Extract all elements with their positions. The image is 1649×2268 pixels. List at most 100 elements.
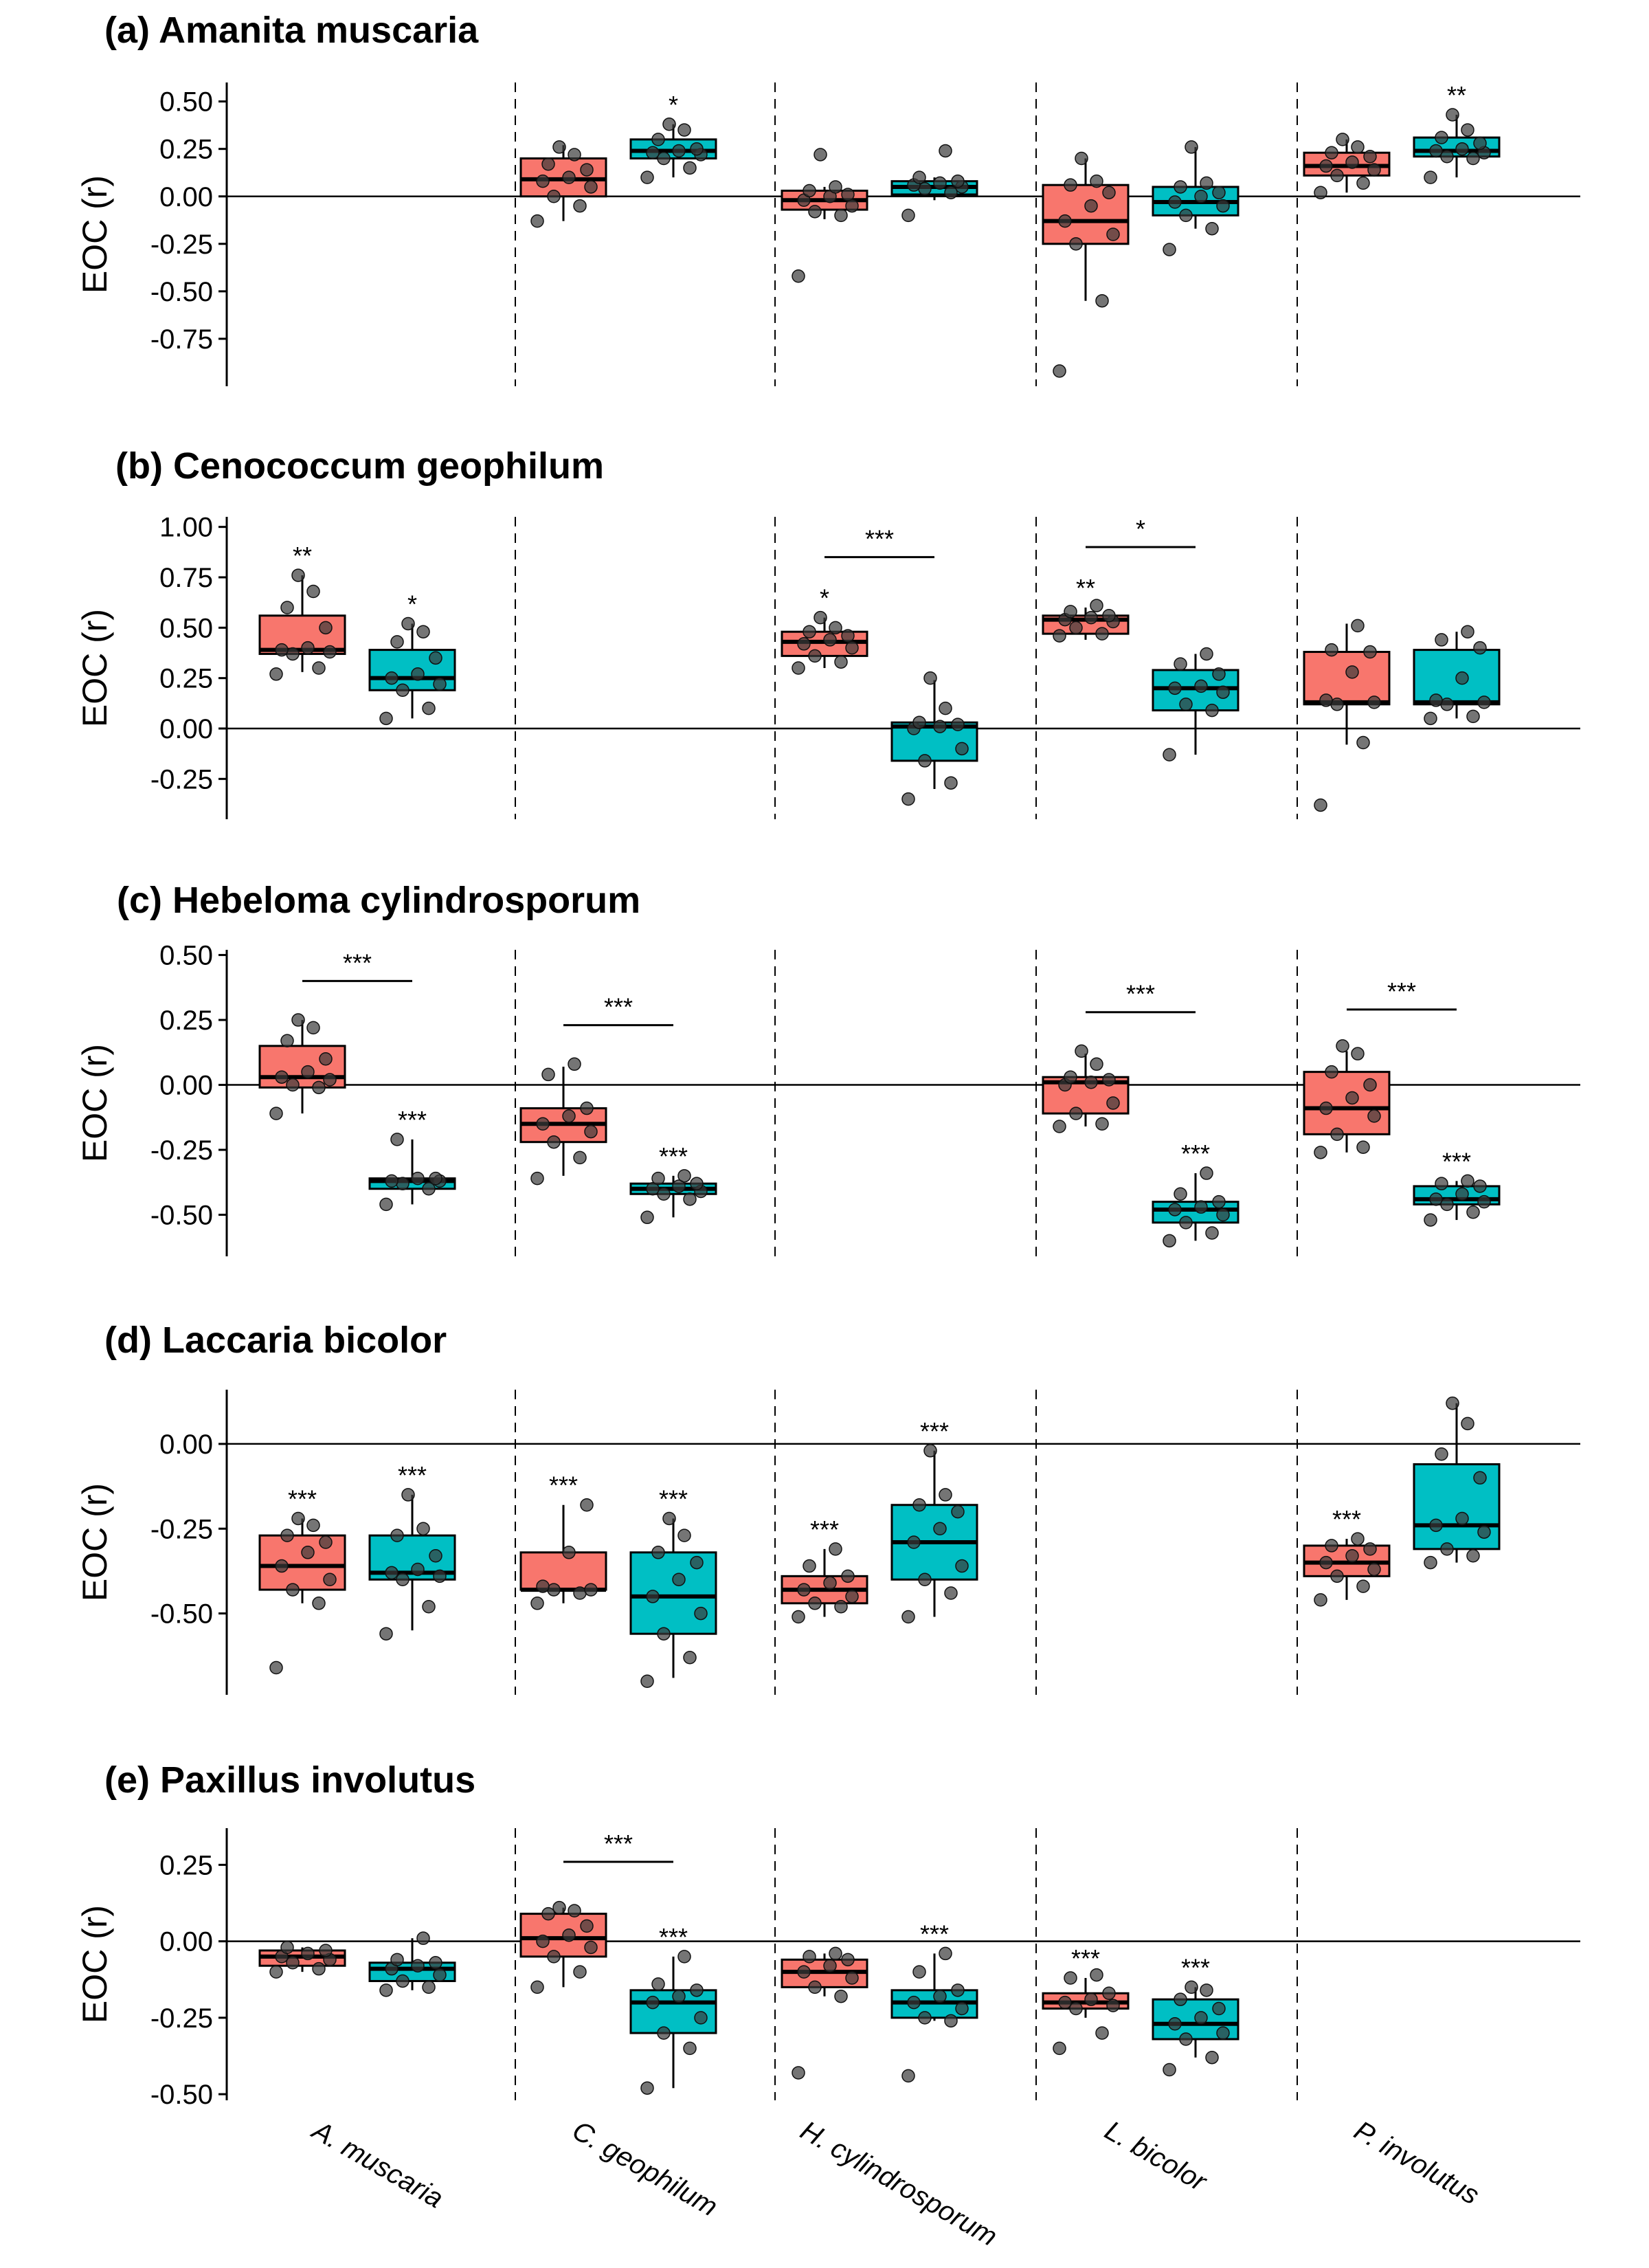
data-point — [918, 754, 932, 768]
data-point — [1090, 174, 1103, 188]
data-point — [829, 180, 842, 194]
data-point — [580, 1101, 594, 1115]
data-point — [662, 118, 676, 131]
significance-label: *** — [288, 1485, 317, 1513]
data-point — [416, 1522, 430, 1536]
panel-title: (b) Cenococcum geophilum — [115, 445, 604, 487]
significance-label: * — [820, 584, 829, 612]
data-point — [379, 1983, 393, 1997]
data-point — [814, 148, 827, 162]
y-tick-label: 0.25 — [159, 1005, 213, 1036]
data-point — [1336, 1039, 1349, 1053]
data-point — [841, 1569, 855, 1583]
data-point — [562, 1109, 576, 1123]
data-point — [584, 1940, 598, 1955]
significance-label: *** — [1181, 1139, 1210, 1168]
data-point — [1106, 1999, 1120, 2012]
data-point — [275, 1070, 289, 1084]
data-point — [1473, 136, 1487, 151]
y-tick-label: 0.25 — [159, 1850, 213, 1880]
data-point — [286, 1583, 300, 1597]
data-point — [312, 661, 326, 675]
comparison-significance-label: *** — [604, 993, 633, 1021]
data-point — [433, 677, 447, 691]
data-point — [951, 718, 965, 731]
data-point — [323, 1073, 337, 1087]
significance-label: *** — [920, 1920, 949, 1948]
data-point — [1429, 693, 1443, 707]
data-point — [1345, 665, 1359, 679]
data-point — [677, 1528, 691, 1542]
data-point — [1084, 610, 1098, 625]
y-tick-label: 1.00 — [159, 513, 213, 543]
data-point — [1168, 681, 1182, 696]
data-point — [1466, 151, 1480, 166]
data-point — [1351, 1532, 1365, 1546]
data-point — [797, 637, 811, 651]
data-point — [390, 635, 404, 649]
data-point — [1084, 1992, 1098, 2006]
data-point — [396, 1974, 410, 1988]
data-point — [1185, 1980, 1198, 1994]
data-point — [640, 1210, 654, 1225]
y-tick-label: 0.00 — [159, 1927, 213, 1957]
data-point — [312, 1080, 326, 1095]
data-point — [1163, 1234, 1176, 1248]
data-point — [541, 1067, 555, 1082]
data-point — [396, 1572, 410, 1587]
data-point — [562, 170, 576, 184]
data-point — [939, 1946, 952, 1961]
data-point — [1179, 1216, 1193, 1230]
panel-title: (e) Paxillus involutus — [104, 1759, 475, 1801]
data-point — [694, 1606, 708, 1621]
data-point — [1064, 178, 1077, 192]
data-point — [275, 1559, 289, 1573]
data-point — [306, 1021, 320, 1035]
data-point — [1356, 735, 1370, 750]
y-tick-label: 0.00 — [159, 1071, 213, 1101]
data-point — [646, 1590, 660, 1603]
data-point — [1435, 633, 1448, 647]
data-point — [1363, 149, 1377, 164]
significance-label: *** — [1442, 1147, 1471, 1175]
data-point — [433, 1569, 447, 1583]
data-point — [269, 667, 283, 681]
y-tick-label: 0.25 — [159, 135, 213, 165]
data-point — [1102, 1073, 1116, 1087]
data-point — [1356, 176, 1370, 190]
data-point — [841, 1953, 855, 1967]
data-point — [918, 2011, 932, 2025]
data-point — [1053, 629, 1066, 643]
data-point — [1325, 1065, 1338, 1079]
data-point — [530, 1597, 544, 1610]
data-point — [646, 1181, 660, 1196]
data-point — [269, 1965, 283, 1979]
data-point — [422, 1599, 436, 1614]
significance-label: ** — [1076, 574, 1095, 602]
data-point — [562, 1546, 576, 1559]
data-point — [841, 188, 855, 201]
data-point — [1325, 146, 1338, 159]
data-point — [1345, 155, 1359, 169]
data-point — [269, 1660, 283, 1675]
data-point — [547, 1583, 561, 1597]
data-point — [841, 629, 855, 643]
data-point — [808, 1597, 822, 1610]
data-point — [584, 1124, 598, 1139]
data-point — [530, 1980, 544, 1994]
data-point — [385, 671, 399, 685]
y-tick-label: -0.25 — [150, 1135, 213, 1166]
data-point — [390, 1133, 404, 1146]
data-point — [907, 1995, 921, 2010]
data-point — [416, 1931, 430, 1945]
data-point — [1330, 1127, 1344, 1142]
significance-label: *** — [1181, 1953, 1210, 1981]
data-point — [1424, 1213, 1437, 1227]
data-point — [1194, 2011, 1208, 2025]
data-point — [672, 1179, 686, 1193]
data-point — [280, 601, 294, 614]
data-point — [955, 2001, 969, 2016]
data-point — [1319, 159, 1333, 173]
data-point — [672, 144, 686, 158]
data-point — [541, 157, 555, 171]
